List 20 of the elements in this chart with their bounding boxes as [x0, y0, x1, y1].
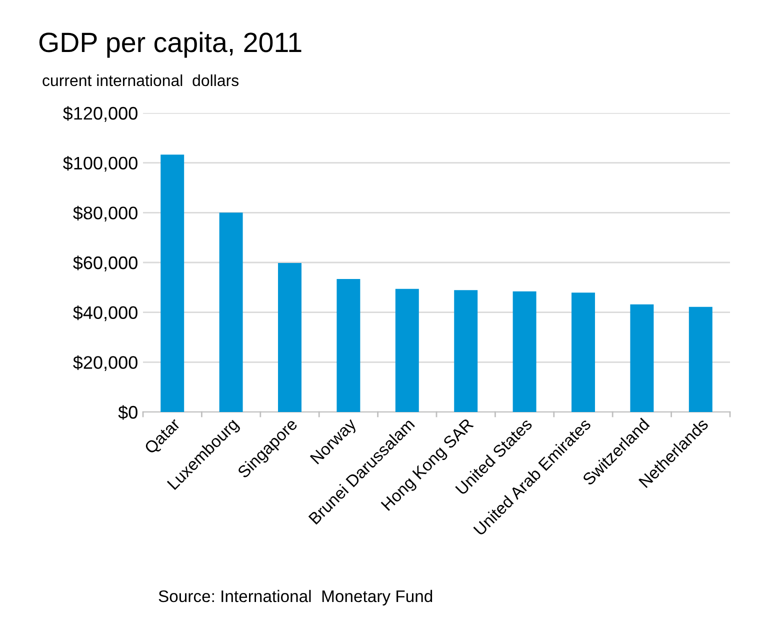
- y-tick-label: $100,000: [63, 156, 138, 172]
- y-tick-label: $20,000: [73, 355, 138, 372]
- y-tick-label: $120,000: [63, 106, 138, 122]
- chart-subtitle: current international dollars: [42, 74, 239, 86]
- y-tick-label: $60,000: [73, 256, 138, 272]
- bar: [160, 154, 184, 412]
- bar: [454, 290, 478, 412]
- bar: [336, 278, 360, 412]
- bar: [572, 292, 595, 412]
- bar: [630, 304, 654, 412]
- y-tick-label: $80,000: [73, 206, 138, 222]
- source-note: Source: International Monetary Fund: [158, 590, 432, 606]
- y-tick-label: $40,000: [73, 306, 138, 322]
- bar: [395, 288, 419, 412]
- bar: [688, 306, 712, 412]
- bar: [219, 212, 243, 412]
- bar: [512, 291, 536, 412]
- chart-title: GDP per capita, 2011: [39, 32, 302, 58]
- y-tick-label: $0: [118, 405, 138, 420]
- bar: [278, 263, 302, 412]
